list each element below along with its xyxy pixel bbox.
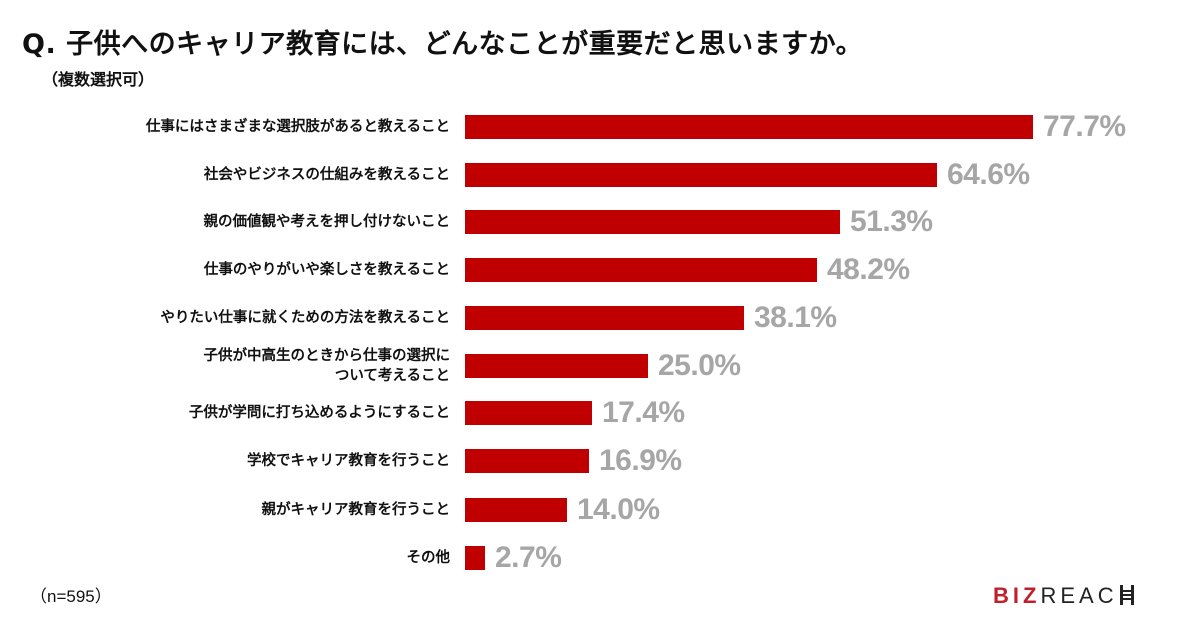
logo-h-mark-icon bbox=[1119, 585, 1134, 605]
bar bbox=[465, 354, 648, 378]
bar bbox=[465, 115, 1033, 139]
category-label: 親がキャリア教育を行うこと bbox=[261, 502, 451, 518]
chart-row: 学校でキャリア教育を行うこと 16.9% bbox=[0, 441, 1200, 481]
category-label: やりたい仕事に就くための方法を教えること bbox=[160, 310, 450, 326]
category-label: 社会やビジネスの仕組みを教えること bbox=[203, 167, 450, 183]
chart-row: その他 2.7% bbox=[0, 538, 1200, 578]
category-label: 子供が中高生のときから仕事の選択に ついて考えること bbox=[203, 348, 451, 384]
chart-row: やりたい仕事に就くための方法を教えること 38.1% bbox=[0, 298, 1200, 338]
chart-row: 親がキャリア教育を行うこと 14.0% bbox=[0, 490, 1200, 530]
bar bbox=[465, 306, 744, 330]
value-label: 17.4% bbox=[602, 396, 685, 429]
category-label: 親の価値観や考えを押し付けないこと bbox=[203, 214, 451, 230]
value-label: 14.0% bbox=[577, 493, 660, 526]
chart-row: 仕事のやりがいや楽しさを教えること 48.2% bbox=[0, 250, 1200, 290]
chart-row: 子供が中高生のときから仕事の選択に ついて考えること 25.0% bbox=[0, 346, 1200, 386]
value-label: 38.1% bbox=[754, 301, 837, 334]
category-label: 仕事にはさまざまな選択肢があると教えること bbox=[145, 119, 450, 135]
chart-subtitle: （複数選択可） bbox=[42, 70, 155, 89]
chart-row: 子供が学問に打ち込めるようにすること 17.4% bbox=[0, 393, 1200, 433]
category-label: その他 bbox=[406, 550, 451, 566]
logo-text-dark: REAC bbox=[1040, 583, 1118, 608]
chart-row: 仕事にはさまざまな選択肢があると教えること 77.7% bbox=[0, 107, 1200, 147]
category-label: 子供が学問に打ち込めるようにすること bbox=[188, 405, 450, 421]
bar bbox=[465, 163, 937, 187]
value-label: 77.7% bbox=[1043, 110, 1126, 143]
chart-row: 社会やビジネスの仕組みを教えること 64.6% bbox=[0, 155, 1200, 195]
bar bbox=[465, 449, 589, 473]
bizreach-logo: BIZREAC bbox=[993, 583, 1134, 609]
value-label: 51.3% bbox=[850, 205, 933, 238]
value-label: 64.6% bbox=[947, 158, 1030, 191]
bar bbox=[465, 210, 840, 234]
chart-row: 親の価値観や考えを押し付けないこと 51.3% bbox=[0, 202, 1200, 242]
category-label: 仕事のやりがいや楽しさを教えること bbox=[203, 262, 450, 278]
chart-title: Q. 子供へのキャリア教育には、どんなことが重要だと思いますか。 bbox=[22, 29, 864, 60]
bar bbox=[465, 546, 485, 570]
category-label: 学校でキャリア教育を行うこと bbox=[247, 453, 450, 469]
bar bbox=[465, 498, 567, 522]
bar bbox=[465, 258, 817, 282]
value-label: 16.9% bbox=[599, 444, 682, 477]
logo-text-red: BIZ bbox=[993, 583, 1041, 608]
value-label: 48.2% bbox=[827, 253, 910, 286]
bar bbox=[465, 401, 592, 425]
value-label: 25.0% bbox=[658, 349, 741, 382]
sample-size-note: （n=595） bbox=[30, 587, 112, 606]
value-label: 2.7% bbox=[495, 541, 562, 574]
